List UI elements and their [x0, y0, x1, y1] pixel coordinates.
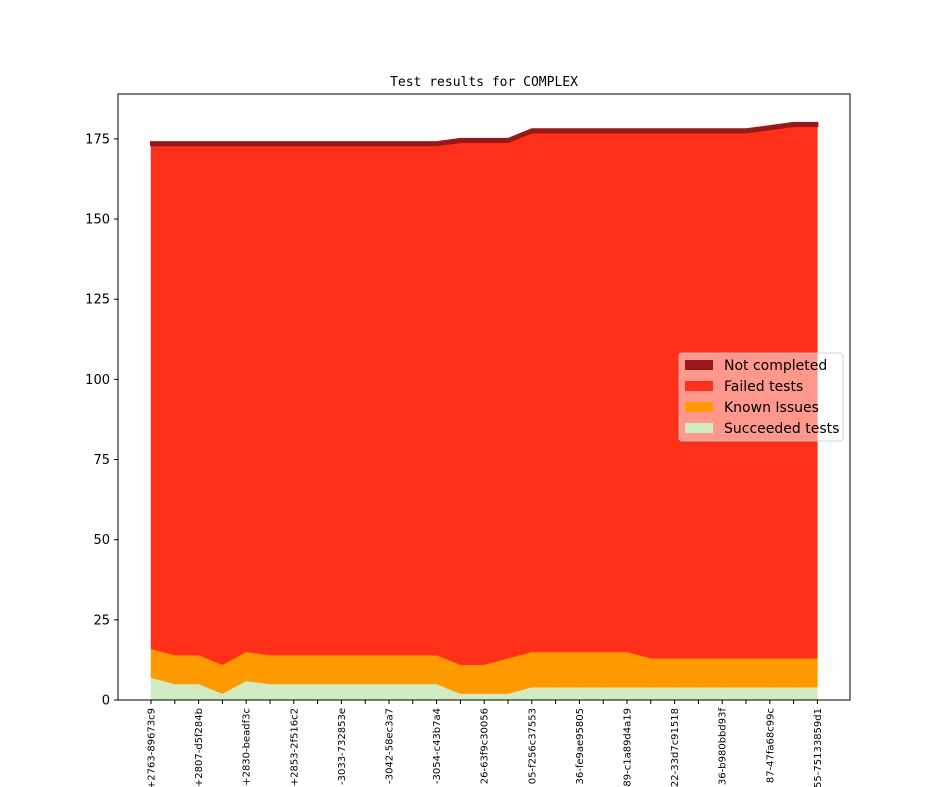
x-tick-label: 22-33d7c91518 [670, 708, 681, 787]
legend-box [678, 352, 844, 442]
x-tick-label: 26-63f9c30056 [480, 708, 491, 784]
x-tick-label: 87-47fa68c99c [765, 708, 776, 783]
y-tick-label: 150 [85, 213, 110, 228]
legend-swatch-failed-tests [685, 381, 713, 391]
x-tick-label: +2763-89673c9 [147, 708, 158, 787]
x-tick-label: -3042-58ec3a7 [385, 708, 396, 784]
y-tick-label: 175 [85, 132, 110, 147]
x-tick-label: 55-75133859d1 [813, 708, 824, 787]
y-tick-label: 50 [93, 533, 110, 548]
x-tick-label: 05-f256c37553 [527, 708, 538, 784]
y-tick-label: 25 [93, 613, 110, 628]
x-axis: +2763-89673c9 +2807-d5f284b +2830-beadf3c +… [147, 700, 824, 787]
x-tick-label: -3054-c43b7a4 [432, 708, 443, 784]
y-tick-label: 75 [93, 453, 110, 468]
legend-label: Not completed [724, 358, 827, 374]
area-not-completed [150, 121, 819, 147]
x-tick-label: +2807-d5f284b [194, 708, 205, 787]
x-tick-label: 36-fe9ae95805 [575, 708, 586, 784]
legend-swatch-succeeded-tests [685, 423, 713, 433]
x-tick-label: +2853-2f516c2 [289, 708, 300, 786]
legend-label: Succeeded tests [724, 421, 839, 437]
x-tick-label: 89-c1a89d4a19 [623, 708, 634, 787]
x-tick-label: 36-b980bbd93f [718, 708, 729, 786]
x-tick-label: -3033-732853e [337, 708, 348, 785]
y-tick-label: 125 [85, 293, 110, 308]
y-tick-label: 0 [102, 694, 110, 709]
legend-swatch-known-issues [685, 402, 713, 412]
y-axis: 0 25 50 75 100 125 150 175 [85, 132, 118, 709]
legend-label: Known Issues [724, 400, 819, 416]
chart-title: Test results for COMPLEX [390, 75, 578, 90]
y-tick-label: 100 [85, 373, 110, 388]
x-tick-label: +2830-beadf3c [242, 708, 253, 786]
legend-label: Failed tests [724, 379, 803, 395]
legend: Not completed Failed tests Known Issues Suc… [678, 352, 844, 442]
legend-swatch-not-completed [685, 360, 713, 370]
stacked-areas [150, 121, 819, 701]
